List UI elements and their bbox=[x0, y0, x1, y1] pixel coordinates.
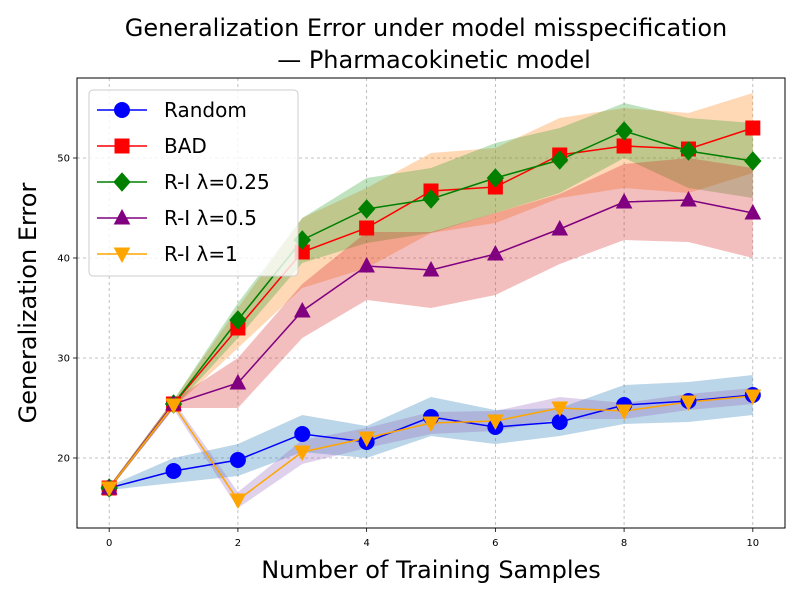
point-r-i-0-5 bbox=[680, 190, 697, 207]
band-bad bbox=[109, 93, 753, 490]
series-markers bbox=[100, 120, 762, 510]
chart-title: Generalization Error under model misspec… bbox=[125, 14, 727, 42]
legend-marker-random bbox=[114, 102, 130, 118]
legend-marker-r-i-0-5 bbox=[113, 208, 131, 225]
point-r-i-1 bbox=[615, 404, 633, 421]
x-tick-label: 6 bbox=[492, 538, 498, 549]
legend-marker-bad bbox=[114, 138, 130, 154]
point-r-i-1 bbox=[293, 445, 311, 462]
point-r-i-0-5 bbox=[487, 244, 504, 261]
point-r-i-0-25 bbox=[357, 199, 376, 219]
point-r-i-0-25 bbox=[229, 310, 247, 330]
point-r-i-1 bbox=[551, 401, 569, 418]
point-random bbox=[294, 426, 311, 442]
point-r-i-1 bbox=[100, 481, 118, 498]
x-tick-label: 0 bbox=[106, 538, 112, 549]
y-tick-label: 30 bbox=[57, 354, 70, 365]
point-bad bbox=[616, 138, 632, 154]
band-r-i-1 bbox=[109, 388, 753, 508]
x-axis-label: Number of Training Samples bbox=[261, 556, 601, 584]
point-r-i-0-25 bbox=[486, 168, 505, 188]
point-r-i-0-5 bbox=[551, 219, 569, 236]
x-tick-label: 2 bbox=[235, 538, 241, 549]
point-r-i-1 bbox=[358, 431, 375, 448]
point-r-i-0-5 bbox=[293, 301, 311, 318]
band-r-i-0-5 bbox=[109, 158, 753, 490]
point-bad bbox=[359, 220, 375, 236]
plot-frame bbox=[76, 77, 786, 529]
chart-subtitle: — Pharmacokinetic model bbox=[277, 46, 591, 74]
y-axis-label: Generalization Error bbox=[14, 183, 42, 424]
point-r-i-0-25 bbox=[551, 150, 569, 170]
y-tick-label: 20 bbox=[57, 454, 70, 465]
point-r-i-0-25 bbox=[679, 141, 698, 161]
x-tick-label: 4 bbox=[363, 538, 369, 549]
point-r-i-0-25 bbox=[744, 151, 762, 171]
axis-ticks: 0 2 4 6 8 10 20 30 40 50 bbox=[57, 154, 759, 550]
point-r-i-0-25 bbox=[422, 189, 440, 209]
band-random bbox=[109, 375, 753, 490]
point-random bbox=[229, 452, 246, 468]
legend-label-random: Random bbox=[164, 98, 247, 122]
y-tick-label: 40 bbox=[57, 254, 70, 265]
legend: Random BAD R-I λ=0.25 R-I λ=0.5 R-I λ=1 bbox=[88, 89, 299, 277]
point-r-i-0-5 bbox=[744, 203, 762, 220]
point-r-i-0-5 bbox=[615, 192, 633, 209]
legend-label-r-i-0-25: R-I λ=0.25 bbox=[164, 170, 270, 194]
point-r-i-1 bbox=[422, 416, 440, 433]
y-tick-label: 50 bbox=[57, 154, 70, 165]
x-tick-label: 8 bbox=[621, 538, 627, 549]
point-r-i-0-5 bbox=[358, 256, 375, 273]
x-tick-label: 10 bbox=[746, 538, 759, 549]
point-r-i-1 bbox=[165, 398, 182, 415]
legend-label-r-i-0-5: R-I λ=0.5 bbox=[164, 206, 257, 230]
point-r-i-1 bbox=[744, 389, 762, 406]
point-r-i-1 bbox=[487, 414, 504, 431]
legend-box bbox=[88, 89, 299, 277]
point-r-i-1 bbox=[680, 395, 697, 412]
legend-label-bad: BAD bbox=[164, 134, 207, 158]
point-r-i-0-5 bbox=[422, 260, 440, 277]
legend-marker-r-i-1 bbox=[113, 247, 131, 264]
point-r-i-1 bbox=[229, 493, 247, 510]
point-random bbox=[165, 463, 182, 479]
legend-label-r-i-1: R-I λ=1 bbox=[164, 242, 238, 266]
point-bad bbox=[745, 120, 761, 136]
point-r-i-0-25 bbox=[615, 121, 633, 141]
point-r-i-0-5 bbox=[229, 373, 247, 390]
legend-marker-r-i-0-25 bbox=[113, 172, 131, 192]
